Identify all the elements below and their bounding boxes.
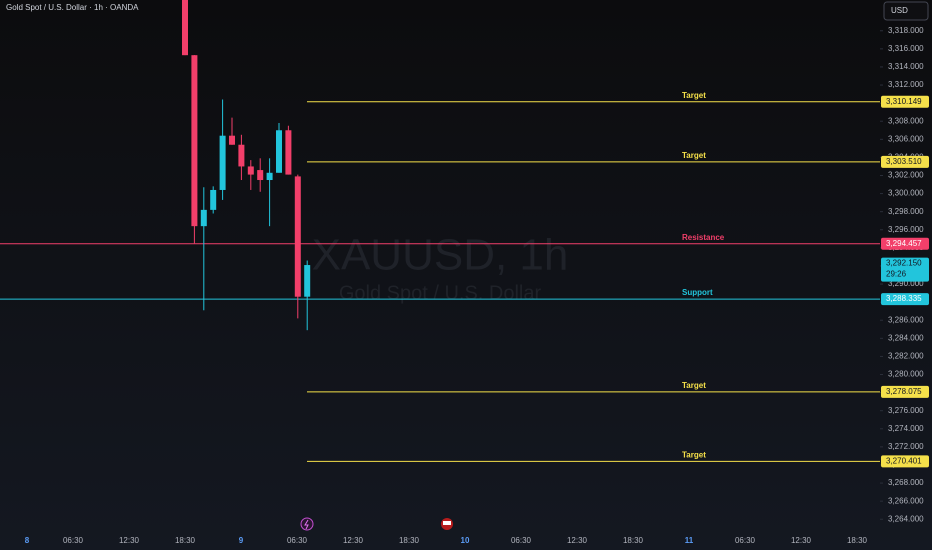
candle-body <box>266 172 273 181</box>
y-tick-label: 3,316.000 <box>888 44 924 53</box>
y-tick-label: 3,290.000 <box>888 279 924 288</box>
candle-body <box>257 170 264 181</box>
candle-body <box>182 0 188 56</box>
x-tick-label: 18:30 <box>623 536 644 545</box>
event-icons <box>300 517 453 531</box>
level-label: Resistance <box>682 233 725 242</box>
y-tick-label: 3,276.000 <box>888 406 924 415</box>
y-tick-label: 3,318.000 <box>888 26 924 35</box>
candle-body <box>276 130 282 173</box>
level-label: Target <box>682 381 706 390</box>
x-tick-label: 06:30 <box>63 536 84 545</box>
current-price-tag <box>881 257 929 282</box>
price-tag <box>881 95 929 108</box>
candle-body <box>191 55 198 227</box>
y-tick-label: 3,282.000 <box>888 352 924 361</box>
candle-body <box>210 189 217 210</box>
candle-body <box>229 135 235 145</box>
level-label: Target <box>682 151 706 160</box>
level-label: Support <box>682 288 713 297</box>
x-tick-label: 06:30 <box>735 536 756 545</box>
price-tag-label: 3,288.335 <box>886 294 922 303</box>
y-tick-label: 3,264.000 <box>888 514 924 523</box>
candle-body <box>304 265 311 297</box>
y-tick-label: 3,302.000 <box>888 171 924 180</box>
candle-body <box>285 130 292 175</box>
y-tick-label: 3,296.000 <box>888 225 924 234</box>
currency-button[interactable] <box>883 1 929 21</box>
countdown-label: 29:26 <box>886 270 907 279</box>
plot <box>0 0 880 462</box>
currency-label: USD <box>891 6 908 15</box>
price-tag <box>881 155 929 168</box>
y-tick-label: 3,312.000 <box>888 80 924 89</box>
x-tick-label: 18:30 <box>175 536 196 545</box>
x-tick-label: 18:30 <box>847 536 868 545</box>
price-tag-label: 3,303.510 <box>886 157 922 166</box>
level-label: Target <box>682 91 706 100</box>
x-tick-label: 06:30 <box>511 536 532 545</box>
y-tick-label: 3,314.000 <box>888 62 924 71</box>
x-tick-label: 12:30 <box>343 536 364 545</box>
x-tick-label: 8 <box>25 536 30 545</box>
watermark-symbol: XAUUSD, 1h <box>312 231 569 280</box>
y-tick-label: 3,284.000 <box>888 333 924 342</box>
x-tick-label: 12:30 <box>791 536 812 545</box>
price-tag-label: 3,278.075 <box>886 387 922 396</box>
current-price-label: 3,292.150 <box>886 259 922 268</box>
y-tick-label: 3,266.000 <box>888 496 924 505</box>
candle-body <box>200 209 207 227</box>
x-tick-label: 18:30 <box>399 536 420 545</box>
candle-body <box>238 144 245 167</box>
price-tag <box>881 385 929 398</box>
candle-body <box>247 166 254 175</box>
price-tag <box>881 237 929 250</box>
y-tick-label: 3,274.000 <box>888 424 924 433</box>
price-tag-label: 3,270.401 <box>886 456 922 465</box>
y-tick-label: 3,286.000 <box>888 315 924 324</box>
x-tick-label: 11 <box>685 536 694 545</box>
y-tick-label: 3,268.000 <box>888 478 924 487</box>
y-tick-label: 3,298.000 <box>888 207 924 216</box>
x-tick-label: 12:30 <box>119 536 140 545</box>
y-tick-label: 3,306.000 <box>888 134 924 143</box>
price-tag-label: 3,294.457 <box>886 239 922 248</box>
candle-body <box>294 176 301 297</box>
x-tick-label: 9 <box>239 536 244 545</box>
x-tick-label: 12:30 <box>567 536 588 545</box>
price-tag-label: 3,310.149 <box>886 97 922 106</box>
y-tick-label: 3,280.000 <box>888 370 924 379</box>
level-label: Target <box>682 450 706 459</box>
price-tag <box>881 455 929 468</box>
x-tick-label: 06:30 <box>287 536 308 545</box>
price-tag <box>881 293 929 306</box>
y-tick-label: 3,272.000 <box>888 442 924 451</box>
watermark-description: Gold Spot / U.S. Dollar <box>339 282 542 304</box>
symbol-info: Gold Spot / U.S. Dollar · 1h · OANDA <box>6 3 139 12</box>
y-tick-label: 3,308.000 <box>888 116 924 125</box>
y-tick-label: 3,300.000 <box>888 189 924 198</box>
x-tick-label: 10 <box>461 536 470 545</box>
candle-body <box>219 135 226 190</box>
